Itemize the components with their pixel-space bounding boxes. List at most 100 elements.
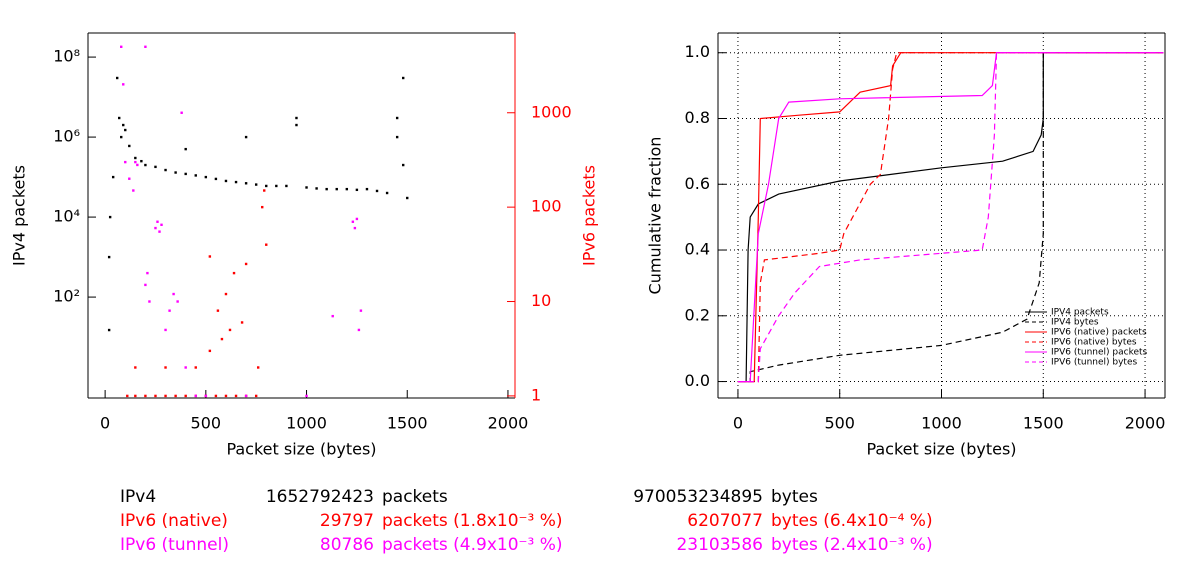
x-tick-label: 0	[733, 414, 743, 433]
point	[180, 111, 183, 114]
point	[353, 226, 357, 230]
point	[126, 394, 129, 398]
legend-label: IPV6 (tunnel) packets	[1051, 348, 1148, 358]
x-tick-label: 2000	[488, 414, 529, 433]
point	[146, 271, 149, 275]
point	[134, 366, 137, 369]
point	[365, 187, 369, 191]
point	[325, 187, 328, 191]
point	[345, 187, 349, 191]
point	[256, 366, 260, 369]
cdf-line	[737, 52, 1164, 383]
point	[216, 309, 220, 312]
x-tick-label: 1000	[921, 414, 962, 433]
point	[228, 328, 232, 332]
point	[136, 163, 139, 167]
point	[285, 184, 288, 188]
point	[144, 283, 147, 287]
point	[402, 163, 405, 167]
row-bytes: 970053234895	[633, 487, 763, 507]
x-tick-label: 1500	[387, 414, 428, 433]
y2-tick-label: 100	[531, 197, 562, 216]
point	[174, 171, 177, 174]
row-packets-unit: packets (4.9x10⁻³ %)	[382, 535, 563, 555]
point	[275, 184, 278, 188]
point	[120, 135, 123, 139]
x-tick-label: 0	[100, 414, 110, 433]
point	[156, 220, 159, 223]
y2-axis-label: IPv6 packets	[580, 165, 599, 266]
point	[164, 328, 167, 332]
point	[208, 349, 212, 353]
y2-tick-label: 1000	[531, 102, 572, 121]
point	[305, 394, 308, 398]
x-tick-label: 1000	[286, 414, 327, 433]
point	[160, 223, 163, 226]
point	[254, 394, 258, 398]
point	[134, 394, 137, 398]
point	[134, 160, 137, 164]
point	[335, 187, 338, 191]
y-tick-label: 0.8	[685, 108, 710, 127]
point	[184, 366, 187, 369]
row-packets: 80786	[320, 535, 374, 555]
point	[240, 321, 244, 324]
row-bytes: 6207077	[687, 511, 763, 531]
point	[154, 394, 157, 398]
x-tick-label: 500	[824, 414, 855, 433]
point	[194, 394, 197, 398]
point	[244, 394, 248, 398]
row-name: IPv4	[120, 487, 156, 507]
point	[111, 175, 115, 179]
row-name: IPv6 (tunnel)	[120, 535, 229, 555]
point	[265, 243, 268, 246]
point	[168, 309, 171, 312]
point	[224, 292, 228, 296]
point	[261, 205, 264, 209]
point	[122, 123, 125, 127]
point	[244, 182, 248, 185]
point	[172, 292, 175, 296]
chart: 0 500 1000 1500 2000 0.0 0.2 0.4 0.6 0.8 1.0 Packet…	[646, 32, 1166, 459]
legend-label: IPV6 (native) bytes	[1051, 338, 1137, 348]
point	[220, 337, 224, 341]
point	[140, 159, 143, 163]
cdf-line	[737, 52, 1164, 383]
row-packets: 1652792423	[266, 487, 374, 507]
point	[118, 116, 121, 120]
point	[214, 177, 218, 181]
legend-label: IPV6 (tunnel) bytes	[1051, 358, 1137, 368]
point	[194, 174, 197, 177]
point	[184, 394, 187, 398]
cdf-line	[737, 52, 1164, 383]
cdf-line	[737, 52, 1164, 383]
point	[108, 215, 112, 219]
y2-tick-label: 1	[531, 385, 541, 404]
x-axis-label: Packet size (bytes)	[866, 440, 1016, 459]
point	[176, 300, 179, 303]
point	[406, 196, 409, 200]
point	[158, 230, 161, 233]
y-tick-label: 10⁴	[53, 207, 80, 226]
y-tick-label: 10⁶	[53, 127, 80, 146]
row-bytes-unit: bytes	[771, 487, 818, 507]
point	[351, 220, 355, 223]
point	[184, 147, 187, 151]
point	[144, 45, 147, 48]
x-tick-label: 1500	[1023, 414, 1064, 433]
chart: 0 500 1000 1500 2000 10² 10⁴ 10⁶ 10⁸ 1 10 100 1000 Pa…	[10, 32, 599, 459]
point	[122, 83, 125, 86]
point	[154, 226, 157, 230]
point	[254, 183, 258, 186]
point	[164, 168, 167, 172]
point	[295, 116, 298, 120]
y-tick-label: 0.6	[685, 174, 710, 193]
point	[164, 366, 167, 369]
point	[128, 177, 131, 180]
y2-tick-label: 10	[531, 291, 551, 310]
row-packets-unit: packets	[382, 487, 448, 507]
row-packets: 29797	[320, 511, 374, 531]
point	[224, 179, 228, 183]
